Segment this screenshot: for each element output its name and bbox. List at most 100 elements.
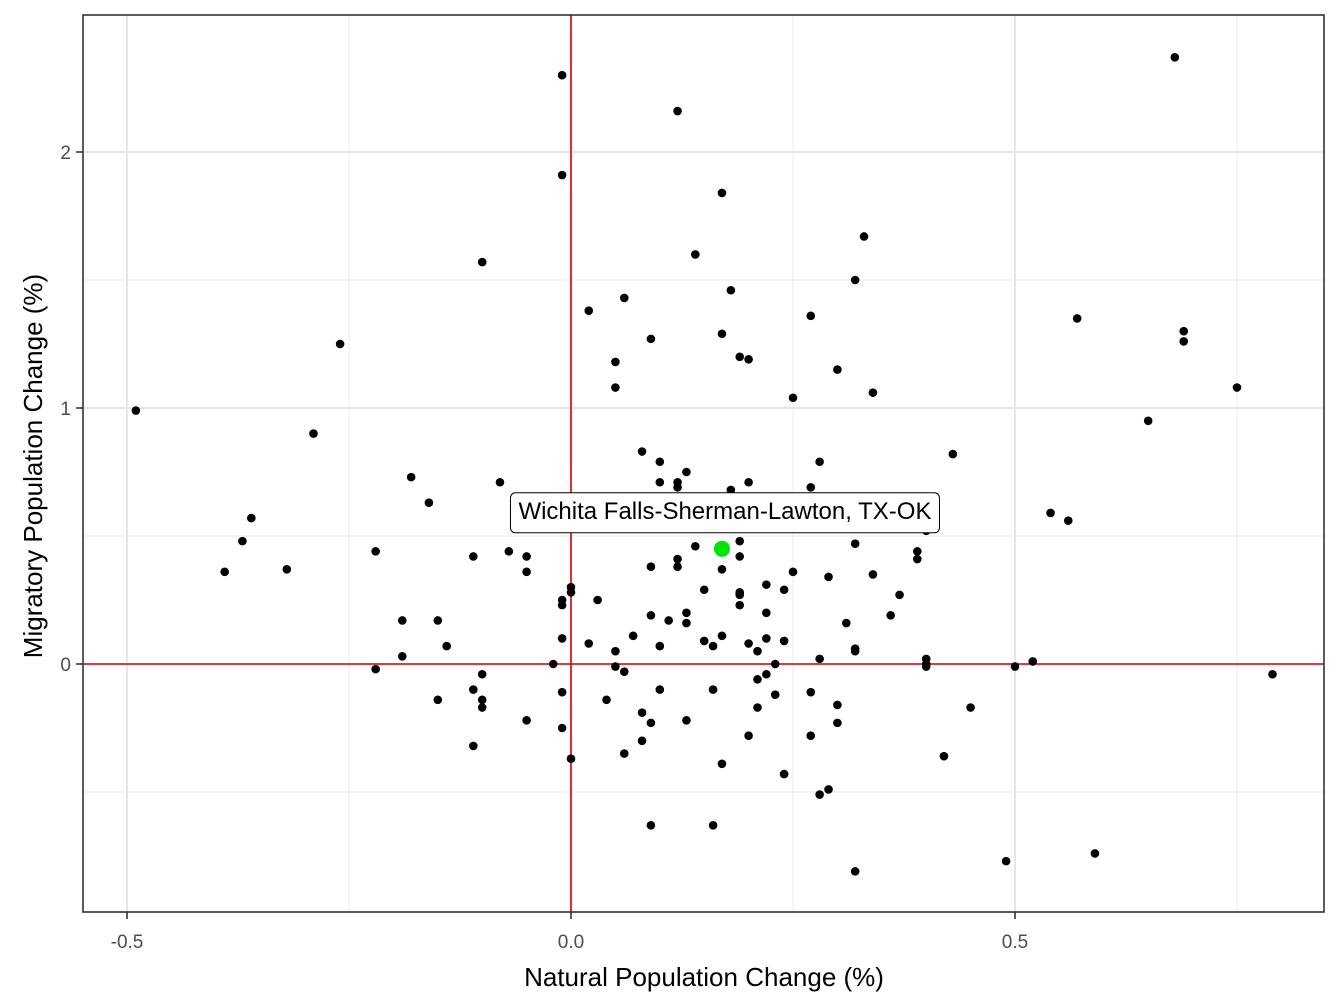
data-point <box>726 485 736 495</box>
data-point <box>744 355 753 364</box>
data-point <box>557 600 567 610</box>
data-point <box>1063 516 1073 525</box>
data-point <box>726 285 736 295</box>
data-point <box>762 669 771 679</box>
data-point <box>1170 52 1180 62</box>
data-point <box>619 667 629 676</box>
data-point <box>948 449 958 459</box>
data-point <box>708 641 718 651</box>
highlight-point <box>713 540 730 557</box>
data-point <box>628 631 638 641</box>
callout-label: Wichita Falls-Sherman-Lawton, TX-OK <box>518 498 931 525</box>
data-point <box>913 547 922 556</box>
data-point <box>469 552 478 561</box>
x-axis: -0.5 0.0 0.5 <box>111 912 1028 953</box>
data-point <box>806 483 816 492</box>
data-point <box>646 611 656 620</box>
data-point <box>744 731 753 740</box>
data-point <box>868 388 878 397</box>
data-point <box>247 513 256 523</box>
data-point <box>406 472 416 482</box>
data-point <box>691 250 700 259</box>
data-point <box>433 695 443 705</box>
data-point <box>691 541 700 551</box>
data-point <box>637 708 647 717</box>
data-point <box>833 718 842 728</box>
data-point <box>1090 849 1100 858</box>
x-tick-label: 0.0 <box>558 932 584 953</box>
data-point <box>584 639 594 648</box>
data-point <box>1001 856 1011 866</box>
data-point <box>619 749 629 758</box>
data-point <box>913 554 922 564</box>
data-point <box>131 406 141 415</box>
data-point <box>868 570 878 579</box>
data-point <box>557 70 567 80</box>
y-tick-label: 0 <box>60 655 71 676</box>
data-point <box>619 293 629 303</box>
data-point <box>433 616 443 625</box>
data-point <box>566 588 576 597</box>
data-point <box>495 477 505 487</box>
data-point <box>806 687 816 697</box>
data-point <box>841 618 851 628</box>
data-point <box>282 564 292 574</box>
data-point <box>442 641 451 651</box>
data-point <box>779 636 789 646</box>
data-point <box>1179 337 1189 346</box>
data-point <box>655 457 665 467</box>
data-point <box>744 477 753 487</box>
data-point <box>717 329 727 339</box>
y-axis-title: Migratory Population Change (%) <box>18 274 48 658</box>
data-point <box>646 820 656 830</box>
data-point <box>939 751 949 761</box>
data-point <box>770 690 780 700</box>
data-point <box>1179 326 1189 336</box>
data-point <box>611 383 620 392</box>
data-point <box>673 483 682 492</box>
data-point <box>770 659 780 669</box>
data-point <box>557 634 567 643</box>
data-point <box>806 311 816 321</box>
data-point <box>646 334 656 344</box>
y-tick-label: 1 <box>60 399 71 420</box>
data-point <box>708 685 718 694</box>
data-point <box>753 675 762 684</box>
data-point <box>673 554 682 564</box>
data-point <box>646 718 656 728</box>
data-point <box>637 447 647 456</box>
data-point <box>735 590 745 600</box>
data-point <box>611 646 620 656</box>
data-point <box>833 365 842 374</box>
data-point <box>735 352 745 362</box>
data-point <box>762 580 771 589</box>
data-point <box>469 685 478 694</box>
data-points <box>131 52 1277 876</box>
data-point <box>1232 383 1242 392</box>
data-point <box>788 567 798 577</box>
highlight-layer: Wichita Falls-Sherman-Lawton, TX-OK <box>509 492 940 557</box>
data-point <box>850 646 860 656</box>
data-point <box>655 685 665 694</box>
data-point <box>477 695 487 705</box>
data-point <box>815 654 824 664</box>
data-point <box>753 646 762 656</box>
data-point <box>708 820 718 830</box>
data-point <box>566 754 576 764</box>
data-point <box>371 664 380 674</box>
data-point <box>762 608 771 618</box>
data-point <box>717 188 727 198</box>
data-point <box>522 567 531 577</box>
callout-box <box>509 492 940 534</box>
data-point <box>1143 416 1153 426</box>
data-point <box>584 306 594 316</box>
data-point <box>673 106 682 116</box>
data-point <box>238 536 247 546</box>
x-tick-label: 0.5 <box>1002 932 1028 953</box>
data-point <box>850 275 860 285</box>
data-point <box>682 716 691 725</box>
data-point <box>655 641 665 651</box>
data-point <box>735 552 745 561</box>
data-point <box>557 723 567 733</box>
data-point <box>744 639 753 648</box>
